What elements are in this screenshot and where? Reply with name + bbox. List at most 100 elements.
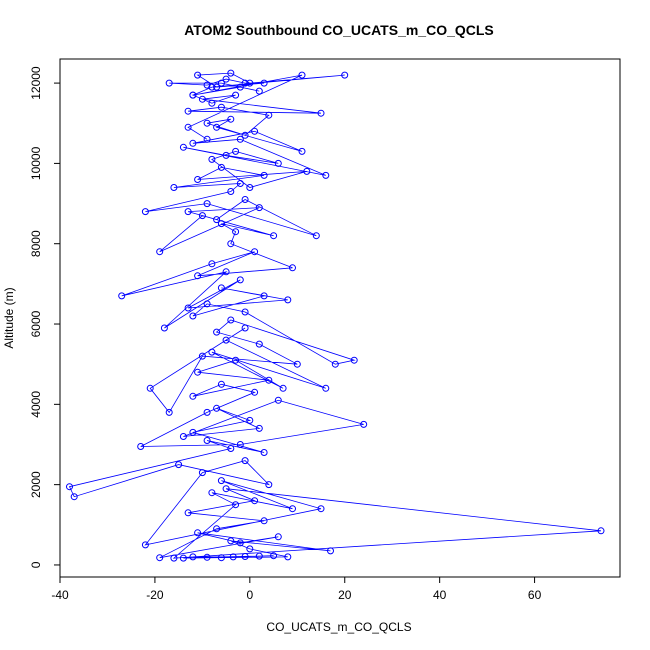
data-point <box>255 340 263 348</box>
data-point <box>213 525 221 533</box>
data-point <box>208 348 216 356</box>
data-point <box>184 107 192 115</box>
data-point <box>217 79 225 87</box>
data-point <box>270 552 278 560</box>
y-tick-label: 2000 <box>29 471 43 498</box>
data-point <box>194 176 202 183</box>
data-point <box>198 95 206 103</box>
y-tick-label: 6000 <box>29 310 43 337</box>
x-axis: -40 -20 0 20 40 60 <box>51 576 542 602</box>
data-point <box>156 248 164 256</box>
data-point <box>146 384 154 392</box>
data-point <box>217 220 225 228</box>
data-point <box>175 461 183 469</box>
chart-title: ATOM2 Southbound CO_UCATS_m_CO_QCLS <box>184 22 494 38</box>
data-point <box>227 188 235 195</box>
x-axis-label: CO_UCATS_m_CO_QCLS <box>266 620 411 634</box>
data-point <box>227 445 235 452</box>
data-point <box>255 204 263 212</box>
y-tick-label: 4000 <box>29 391 43 418</box>
data-point <box>217 380 225 388</box>
data-point <box>227 240 235 248</box>
data-point <box>222 268 230 276</box>
data-point <box>184 208 192 216</box>
data-point <box>260 171 268 179</box>
data-point <box>137 443 145 450</box>
data-point <box>241 457 249 465</box>
data-point <box>165 79 173 87</box>
data-point <box>141 208 149 216</box>
y-axis-label: Altitude (m) <box>2 287 16 348</box>
data-point <box>189 428 197 436</box>
data-point <box>322 171 330 179</box>
y-axis: 0 2000 4000 6000 8000 10000 12000 <box>29 66 61 568</box>
data-point <box>298 71 306 79</box>
data-point <box>203 119 211 127</box>
plot-area <box>66 69 605 562</box>
y-tick-label: 10000 <box>29 146 43 180</box>
y-tick-label: 8000 <box>29 230 43 257</box>
data-point <box>303 167 311 175</box>
data-point <box>213 123 221 131</box>
data-point <box>179 433 187 440</box>
data-point <box>184 509 192 517</box>
data-point <box>184 123 192 131</box>
data-point <box>222 75 230 83</box>
data-point <box>246 184 254 191</box>
data-point <box>236 276 244 284</box>
data-point <box>274 533 282 541</box>
data-point <box>208 99 216 107</box>
data-point <box>270 232 278 240</box>
data-point <box>66 483 73 491</box>
data-point <box>265 111 273 119</box>
data-point <box>217 103 225 111</box>
data-point <box>251 248 259 256</box>
data-point <box>227 115 235 123</box>
data-point <box>279 384 287 392</box>
data-point <box>274 159 282 167</box>
data-point <box>236 539 244 547</box>
data-point <box>241 131 249 139</box>
data-point <box>194 529 202 537</box>
data-point <box>236 83 244 91</box>
data-point <box>260 449 268 456</box>
data-point <box>189 392 197 400</box>
data-point <box>189 312 197 320</box>
data-point <box>217 477 225 485</box>
data-point <box>322 384 330 392</box>
data-point <box>141 541 149 549</box>
data-point <box>255 87 263 95</box>
data-point <box>317 505 325 513</box>
data-point <box>232 228 240 236</box>
data-point <box>289 505 296 513</box>
data-point <box>284 296 292 304</box>
data-point <box>232 147 240 155</box>
data-point <box>203 200 211 208</box>
data-point <box>298 147 306 155</box>
data-point <box>327 547 334 555</box>
y-tick-label: 12000 <box>29 66 43 100</box>
data-point <box>217 163 225 171</box>
series-line <box>68 72 602 559</box>
data-point <box>227 537 235 545</box>
data-point <box>217 554 225 562</box>
data-point <box>189 139 197 147</box>
data-point <box>251 497 259 505</box>
data-point <box>241 324 249 332</box>
data-point <box>194 71 202 79</box>
data-point <box>260 79 268 87</box>
data-point <box>232 91 240 99</box>
data-point <box>179 143 187 151</box>
data-point <box>208 489 216 497</box>
x-tick-label: 20 <box>338 588 352 602</box>
data-point <box>208 83 216 91</box>
data-point <box>227 69 235 77</box>
data-point <box>160 324 168 332</box>
data-point <box>341 71 349 79</box>
data-point <box>194 272 202 280</box>
data-point <box>194 368 202 376</box>
data-point <box>360 420 368 428</box>
x-tick-label: 60 <box>528 588 542 602</box>
data-point <box>198 352 206 360</box>
data-point <box>241 79 249 87</box>
